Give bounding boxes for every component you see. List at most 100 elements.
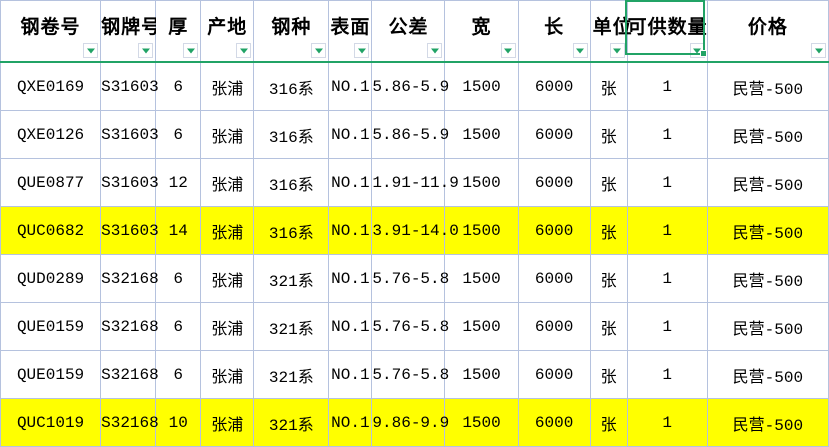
cell-grade[interactable]: S31603 bbox=[100, 110, 159, 159]
cell-quantity[interactable]: 1 bbox=[626, 158, 708, 207]
cell-series[interactable]: 321系 bbox=[253, 254, 330, 303]
cell-quantity[interactable]: 1 bbox=[626, 302, 708, 351]
table-row[interactable]: QXE0169 S31603 6 张浦 316系 NO.1 5.86-5.9 1500 6000… bbox=[0, 61, 829, 111]
cell-coil_no[interactable]: QUE0877 bbox=[0, 158, 102, 207]
cell-origin[interactable]: 张浦 bbox=[200, 254, 255, 303]
cell-origin[interactable]: 张浦 bbox=[200, 398, 255, 447]
cell-unit[interactable]: 张 bbox=[589, 254, 628, 303]
cell-thick[interactable]: 6 bbox=[155, 61, 202, 111]
cell-surface[interactable]: NO.1 bbox=[328, 61, 373, 111]
cell-series[interactable]: 316系 bbox=[253, 158, 330, 207]
cell-surface[interactable]: NO.1 bbox=[328, 110, 373, 159]
column-header-origin[interactable]: 产地 bbox=[200, 0, 255, 63]
filter-dropdown-icon-series[interactable] bbox=[311, 43, 327, 58]
cell-tolerance[interactable]: 9.86-9.9 bbox=[371, 398, 449, 447]
cell-width[interactable]: 1500 bbox=[444, 350, 519, 399]
column-header-unit[interactable]: 单位 bbox=[589, 0, 632, 63]
cell-price[interactable]: 民营-500 bbox=[706, 302, 829, 351]
cell-thick[interactable]: 6 bbox=[155, 350, 202, 399]
cell-series[interactable]: 316系 bbox=[253, 110, 330, 159]
filter-dropdown-icon-price[interactable] bbox=[811, 43, 826, 58]
table-row[interactable]: QUE0877 S31603 12 张浦 316系 NO.1 1.91-11.9 1500 60… bbox=[0, 158, 829, 207]
cell-price[interactable]: 民营-500 bbox=[706, 206, 829, 255]
cell-length[interactable]: 6000 bbox=[517, 302, 591, 351]
column-header-length[interactable]: 长 bbox=[517, 0, 591, 63]
cell-quantity[interactable]: 1 bbox=[626, 350, 708, 399]
cell-grade[interactable]: S32168 bbox=[100, 350, 159, 399]
cell-surface[interactable]: NO.1 bbox=[328, 350, 373, 399]
cell-unit[interactable]: 张 bbox=[589, 158, 628, 207]
cell-grade[interactable]: S31603 bbox=[100, 158, 159, 207]
cell-origin[interactable]: 张浦 bbox=[200, 206, 255, 255]
cell-grade[interactable]: S31603 bbox=[100, 206, 159, 255]
cell-width[interactable]: 1500 bbox=[444, 302, 519, 351]
filter-dropdown-icon-coil_no[interactable] bbox=[83, 43, 99, 58]
column-header-grade[interactable]: 钢牌号 bbox=[100, 0, 160, 63]
cell-surface[interactable]: NO.1 bbox=[328, 206, 373, 255]
cell-tolerance[interactable]: 3.91-14.0 bbox=[371, 206, 459, 255]
cell-series[interactable]: 321系 bbox=[253, 302, 330, 351]
column-header-tolerance[interactable]: 公差 bbox=[371, 0, 446, 63]
cell-quantity[interactable]: 1 bbox=[626, 254, 708, 303]
cell-length[interactable]: 6000 bbox=[517, 254, 591, 303]
column-header-price[interactable]: 价格 bbox=[706, 0, 829, 63]
filter-dropdown-icon-length[interactable] bbox=[572, 43, 588, 58]
cell-origin[interactable]: 张浦 bbox=[200, 110, 255, 159]
cell-origin[interactable]: 张浦 bbox=[200, 158, 255, 207]
cell-quantity[interactable]: 1 bbox=[626, 110, 708, 159]
cell-length[interactable]: 6000 bbox=[517, 61, 591, 111]
cell-width[interactable]: 1500 bbox=[444, 158, 519, 207]
cell-width[interactable]: 1500 bbox=[444, 254, 519, 303]
column-header-coil_no[interactable]: 钢卷号 bbox=[0, 0, 102, 63]
cell-length[interactable]: 6000 bbox=[517, 206, 591, 255]
cell-length[interactable]: 6000 bbox=[517, 350, 591, 399]
column-header-quantity[interactable]: 可供数量 bbox=[626, 0, 708, 63]
filter-dropdown-icon-grade[interactable] bbox=[138, 43, 154, 58]
cell-unit[interactable]: 张 bbox=[589, 110, 628, 159]
cell-coil_no[interactable]: QUE0159 bbox=[0, 350, 102, 399]
filter-dropdown-icon-surface[interactable] bbox=[354, 43, 370, 58]
cell-price[interactable]: 民营-500 bbox=[706, 110, 829, 159]
cell-unit[interactable]: 张 bbox=[589, 350, 628, 399]
cell-unit[interactable]: 张 bbox=[589, 398, 628, 447]
cell-thick[interactable]: 6 bbox=[155, 110, 202, 159]
cell-tolerance[interactable]: 5.86-5.9 bbox=[371, 61, 449, 111]
cell-width[interactable]: 1500 bbox=[444, 110, 519, 159]
cell-quantity[interactable]: 1 bbox=[626, 61, 708, 111]
cell-grade[interactable]: S32168 bbox=[100, 302, 159, 351]
cell-coil_no[interactable]: QUC0682 bbox=[0, 206, 102, 255]
filter-dropdown-icon-origin[interactable] bbox=[236, 43, 252, 58]
cell-grade[interactable]: S31603 bbox=[100, 61, 159, 111]
cell-unit[interactable]: 张 bbox=[589, 61, 628, 111]
cell-coil_no[interactable]: QUC1019 bbox=[0, 398, 102, 447]
table-row[interactable]: QUD0289 S32168 6 张浦 321系 NO.1 5.76-5.8 1500 6000… bbox=[0, 254, 829, 303]
cell-thick[interactable]: 6 bbox=[155, 302, 202, 351]
table-row[interactable]: QUC0682 S31603 14 张浦 316系 NO.1 3.91-14.0 1500 60… bbox=[0, 206, 829, 255]
cell-surface[interactable]: NO.1 bbox=[328, 398, 373, 447]
cell-length[interactable]: 6000 bbox=[517, 398, 591, 447]
cell-origin[interactable]: 张浦 bbox=[200, 302, 255, 351]
cell-tolerance[interactable]: 5.76-5.8 bbox=[371, 254, 449, 303]
cell-width[interactable]: 1500 bbox=[444, 206, 519, 255]
column-header-series[interactable]: 钢种 bbox=[253, 0, 330, 63]
table-row[interactable]: QUE0159 S32168 6 张浦 321系 NO.1 5.76-5.8 1500 6000… bbox=[0, 350, 829, 399]
cell-coil_no[interactable]: QUE0159 bbox=[0, 302, 102, 351]
cell-price[interactable]: 民营-500 bbox=[706, 254, 829, 303]
cell-quantity[interactable]: 1 bbox=[626, 398, 708, 447]
cell-series[interactable]: 316系 bbox=[253, 61, 330, 111]
cell-series[interactable]: 316系 bbox=[253, 206, 330, 255]
column-header-surface[interactable]: 表面 bbox=[328, 0, 373, 63]
cell-thick[interactable]: 12 bbox=[155, 158, 202, 207]
filter-dropdown-icon-thick[interactable] bbox=[183, 43, 199, 58]
cell-thick[interactable]: 6 bbox=[155, 254, 202, 303]
table-row[interactable]: QUE0159 S32168 6 张浦 321系 NO.1 5.76-5.8 1500 6000… bbox=[0, 302, 829, 351]
cell-coil_no[interactable]: QXE0126 bbox=[0, 110, 102, 159]
cell-unit[interactable]: 张 bbox=[589, 302, 628, 351]
cell-price[interactable]: 民营-500 bbox=[706, 158, 829, 207]
table-row[interactable]: QXE0126 S31603 6 张浦 316系 NO.1 5.86-5.9 1500 6000… bbox=[0, 110, 829, 159]
table-row[interactable]: QUC1019 S32168 10 张浦 321系 NO.1 9.86-9.9 1500 600… bbox=[0, 398, 829, 447]
cell-price[interactable]: 民营-500 bbox=[706, 350, 829, 399]
cell-origin[interactable]: 张浦 bbox=[200, 61, 255, 111]
cell-grade[interactable]: S32168 bbox=[100, 398, 159, 447]
cell-width[interactable]: 1500 bbox=[444, 398, 519, 447]
